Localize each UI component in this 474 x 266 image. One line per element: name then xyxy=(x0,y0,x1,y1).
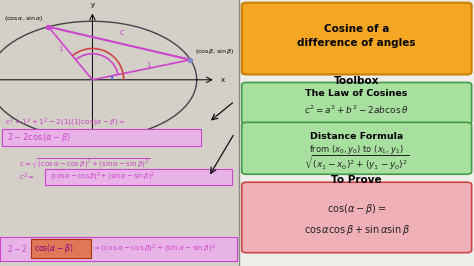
Text: c: c xyxy=(120,28,124,37)
Text: $2 - 2\cos(\alpha-\beta)$: $2 - 2\cos(\alpha-\beta)$ xyxy=(7,131,71,144)
Text: $c = \sqrt{(\cos\alpha-\cos\beta)^2+(\sin\alpha-\sin\beta)^2}$: $c = \sqrt{(\cos\alpha-\cos\beta)^2+(\si… xyxy=(19,157,150,171)
Text: $c^2 = $: $c^2 = $ xyxy=(19,171,35,182)
Text: 1: 1 xyxy=(59,46,63,52)
FancyBboxPatch shape xyxy=(239,0,474,266)
Text: x: x xyxy=(220,77,225,83)
Text: To Prove: To Prove xyxy=(331,174,382,185)
Text: $= (\cos\alpha-\cos\beta)^2+(\sin\alpha-\sin\beta)^2$: $= (\cos\alpha-\cos\beta)^2+(\sin\alpha-… xyxy=(92,243,216,255)
FancyBboxPatch shape xyxy=(242,82,472,124)
Text: $\cos\alpha\cos\beta + \sin\alpha\sin\beta$: $\cos\alpha\cos\beta + \sin\alpha\sin\be… xyxy=(304,223,410,237)
FancyBboxPatch shape xyxy=(0,237,237,261)
FancyBboxPatch shape xyxy=(242,122,472,174)
FancyBboxPatch shape xyxy=(0,0,239,266)
FancyBboxPatch shape xyxy=(242,182,472,253)
Text: y: y xyxy=(91,2,94,8)
FancyBboxPatch shape xyxy=(242,3,472,74)
FancyBboxPatch shape xyxy=(45,169,232,185)
Text: $(\cos\alpha-\cos\beta)^2+(\sin\alpha-\sin\beta)^2$: $(\cos\alpha-\cos\beta)^2+(\sin\alpha-\s… xyxy=(50,171,155,183)
Text: $2-2$: $2-2$ xyxy=(7,243,27,254)
Text: $(\cos\alpha, \sin\alpha)$: $(\cos\alpha, \sin\alpha)$ xyxy=(4,14,44,23)
Text: Distance Formula: Distance Formula xyxy=(310,132,403,142)
Text: The Law of Cosines: The Law of Cosines xyxy=(306,89,408,98)
Text: $(\cos\beta, \sin\beta)$: $(\cos\beta, \sin\beta)$ xyxy=(195,47,234,56)
Text: $\sqrt{(x_1-x_0)^2+(y_1-y_0)^2}$: $\sqrt{(x_1-x_0)^2+(y_1-y_0)^2}$ xyxy=(304,154,410,173)
Text: $c^2 = 1^2 + 1^2 - 2(1)(1)\cos(\alpha-\beta) =$: $c^2 = 1^2 + 1^2 - 2(1)(1)\cos(\alpha-\b… xyxy=(5,116,126,128)
Text: Cosine of a
difference of angles: Cosine of a difference of angles xyxy=(298,24,416,48)
FancyBboxPatch shape xyxy=(2,129,201,146)
Text: $c^2 = a^2 + b^2 - 2ab\cos\theta$: $c^2 = a^2 + b^2 - 2ab\cos\theta$ xyxy=(304,103,409,116)
Text: $\cos(\alpha-\beta)$: $\cos(\alpha-\beta)$ xyxy=(34,242,73,255)
FancyBboxPatch shape xyxy=(31,239,91,258)
Text: $\cos(\alpha - \beta) =$: $\cos(\alpha - \beta) =$ xyxy=(327,202,386,216)
Text: from $(x_0, y_0)$ to $(x_1, y_1)$: from $(x_0, y_0)$ to $(x_1, y_1)$ xyxy=(310,143,404,156)
Text: 1: 1 xyxy=(146,62,151,68)
Text: Toolbox: Toolbox xyxy=(334,76,379,86)
